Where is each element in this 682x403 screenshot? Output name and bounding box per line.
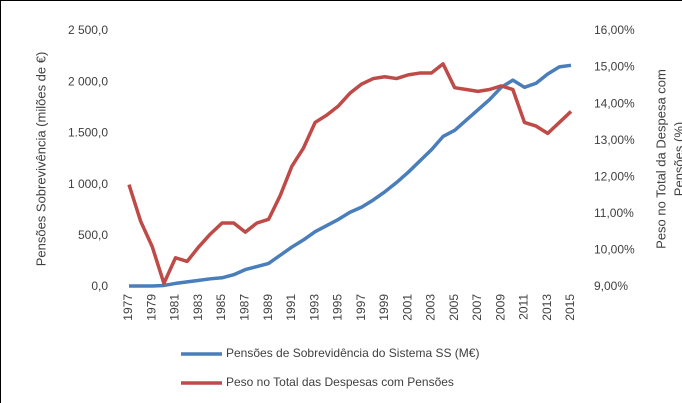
legend-label: Pensões de Sobrevidência do Sistema SS (… — [226, 346, 479, 360]
y-axis-label: Pensões Sobrevivência (milões de €) — [33, 52, 48, 267]
x-tick-label: 1993 — [307, 294, 321, 321]
x-tick-label: 1995 — [331, 294, 345, 321]
legend-label: Peso no Total das Despesas com Pensões — [226, 375, 454, 389]
x-tick-label: 1979 — [144, 294, 158, 321]
x-tick-label: 1991 — [284, 294, 298, 321]
x-tick-label: 2013 — [540, 294, 554, 321]
y2-tick-label: 12,00% — [594, 169, 635, 183]
y2-tick-label: 11,00% — [594, 206, 634, 220]
y-tick-label: 1.500,0 — [68, 126, 108, 140]
x-tick-label: 2009 — [493, 294, 507, 321]
y2-tick-label: 10,00% — [594, 243, 635, 257]
y2-tick-label: 14,00% — [594, 96, 635, 110]
y-tick-label: 1 000,0 — [68, 177, 108, 191]
x-tick-label: 2015 — [563, 294, 577, 321]
x-tick-label: 2001 — [400, 294, 414, 321]
x-tick-label: 1981 — [168, 294, 182, 321]
x-tick-label: 1989 — [261, 294, 275, 321]
x-tick-label: 1985 — [214, 294, 228, 321]
y-tick-label: 0,0 — [91, 279, 108, 293]
y2-tick-label: 15,00% — [594, 60, 635, 74]
y2-tick-label: 9,00% — [594, 279, 628, 293]
y-tick-label: 2 000,0 — [68, 74, 108, 88]
y-tick-label: 500,0 — [78, 228, 108, 242]
y-tick-label: 2 500,0 — [68, 23, 108, 37]
y2-tick-label: 13,00% — [594, 133, 635, 147]
x-tick-label: 1977 — [121, 294, 135, 321]
x-tick-label: 1999 — [377, 294, 391, 321]
y2-axis-label: Pensões (%) — [671, 122, 682, 196]
x-tick-label: 1983 — [191, 294, 205, 321]
x-tick-label: 2005 — [447, 294, 461, 321]
x-tick-label: 1987 — [237, 294, 251, 321]
series-line — [129, 63, 572, 288]
y2-axis-label: Peso no Total da Despesa com — [653, 69, 668, 249]
x-tick-label: 2011 — [517, 294, 531, 320]
x-tick-label: 1997 — [354, 294, 368, 321]
series-line — [127, 62, 573, 286]
x-tick-label: 2007 — [470, 294, 484, 321]
x-tick-label: 2003 — [424, 294, 438, 321]
y2-tick-label: 16,00% — [594, 23, 635, 37]
